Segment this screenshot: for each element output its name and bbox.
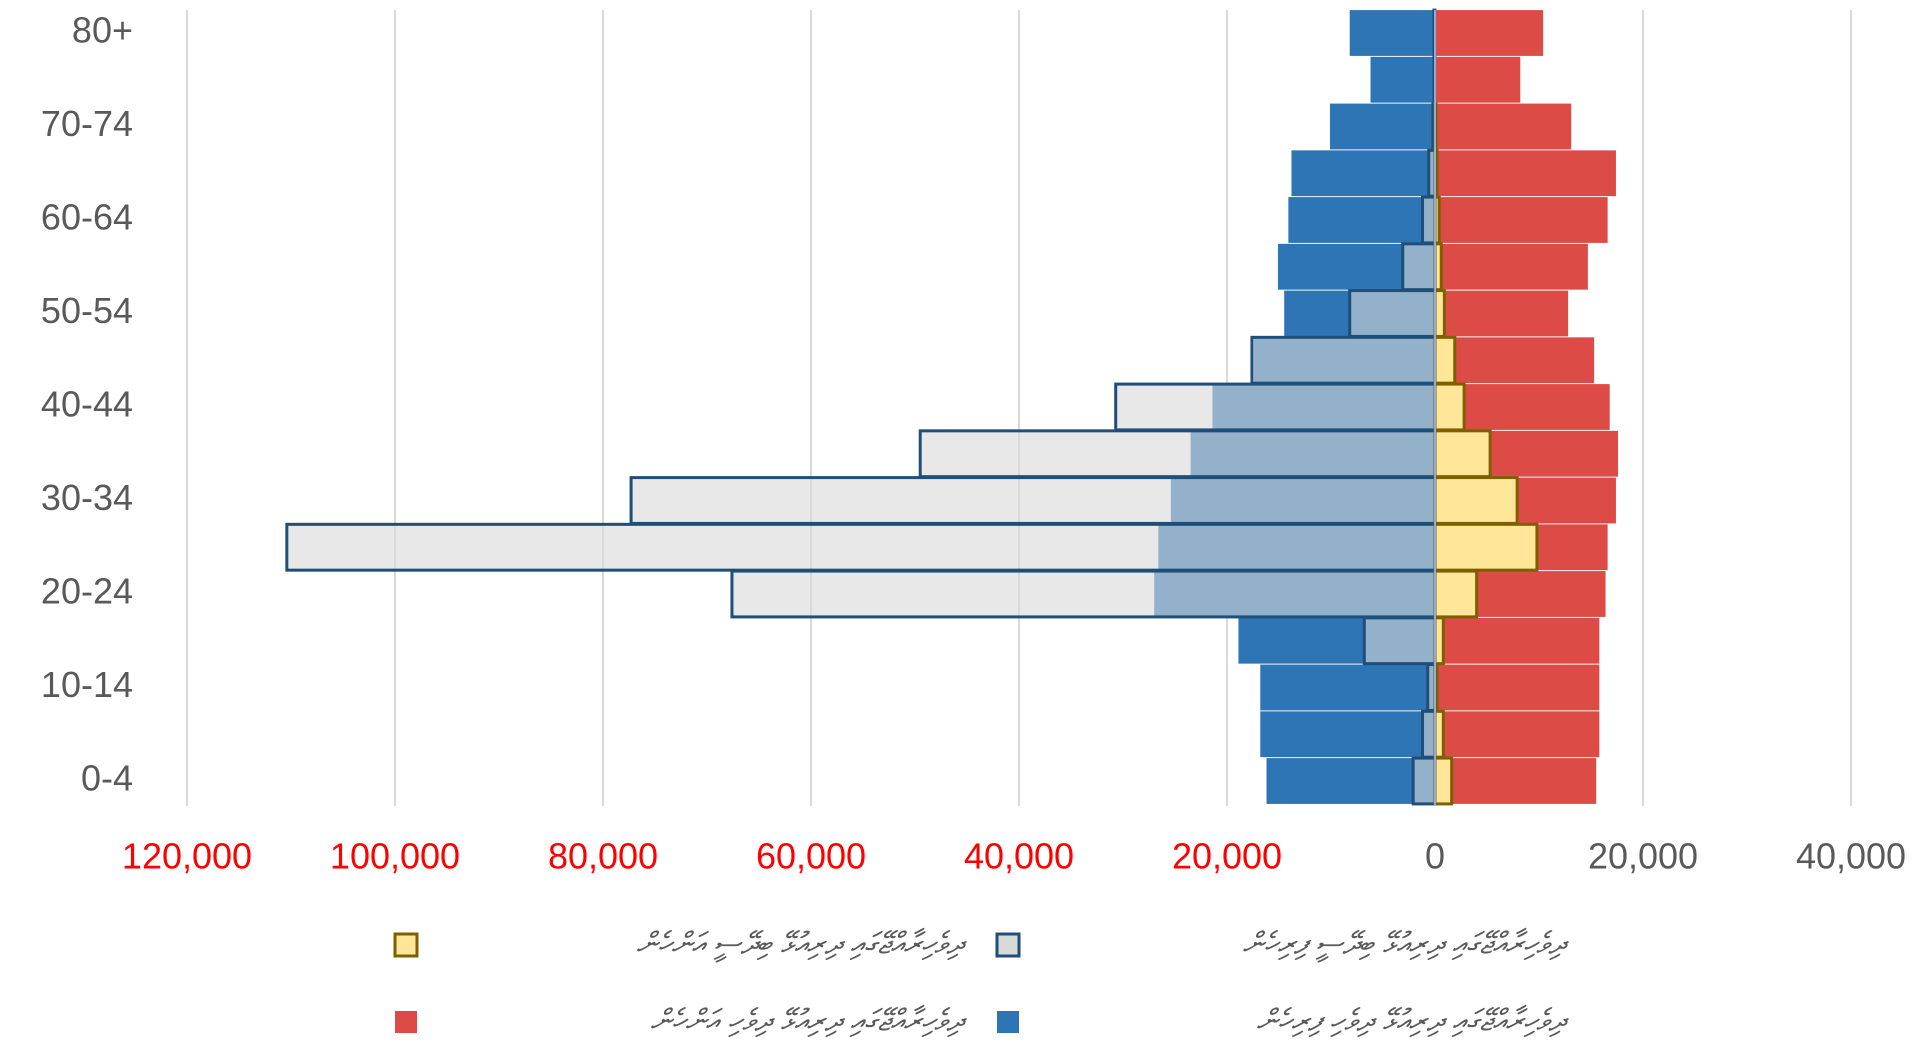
bar — [1435, 758, 1597, 804]
bar — [1291, 150, 1435, 197]
y-tick-label: 30-34 — [41, 477, 133, 518]
legend-label: ދިވެހިރާއްޖޭގައި ދިރިއުޅޭ ދިވެހި ފިރިހެނ… — [1256, 1004, 1569, 1039]
bar — [1329, 103, 1435, 150]
bar — [629, 476, 1437, 525]
bar — [1435, 150, 1616, 197]
x-tick-label: 80,000 — [548, 836, 658, 877]
bar — [1349, 10, 1435, 56]
bar — [1433, 709, 1445, 759]
bar — [1435, 711, 1600, 758]
bar — [1433, 289, 1446, 338]
bar — [730, 569, 1437, 619]
bar — [1433, 569, 1479, 619]
bar — [1266, 758, 1435, 804]
bar — [1435, 197, 1608, 243]
bar — [1114, 382, 1437, 432]
x-tick-label: 100,000 — [330, 836, 460, 877]
bar — [1250, 335, 1437, 385]
bar — [1435, 337, 1595, 384]
bar — [1435, 664, 1600, 711]
legend-swatch — [395, 1011, 417, 1033]
bar — [1362, 616, 1437, 666]
bar — [918, 429, 1437, 479]
x-tick-label: 120,000 — [122, 836, 252, 877]
x-tick-label: 60,000 — [756, 836, 866, 877]
y-tick-label: 80+ — [72, 10, 133, 51]
bar — [1433, 382, 1466, 432]
legend-swatch — [393, 932, 419, 958]
y-tick-label: 60-64 — [41, 197, 133, 238]
x-tick-label: 20,000 — [1588, 836, 1698, 877]
bar — [1370, 56, 1435, 103]
bar — [1433, 335, 1457, 385]
y-tick-label: 70-74 — [41, 103, 133, 144]
y-tick-label: 40-44 — [41, 384, 133, 425]
bar — [1421, 195, 1437, 245]
bar — [1433, 522, 1539, 572]
legend-swatch — [997, 1011, 1019, 1033]
legend-label: ދިވެހިރާއްޖޭގައި ދިރިއުޅޭ ދިވެހި އަންހެނ… — [650, 1004, 967, 1039]
bar — [1435, 243, 1588, 290]
legend-swatch — [995, 932, 1021, 958]
bar — [1435, 56, 1521, 103]
x-tick-label: 40,000 — [1796, 836, 1906, 877]
y-tick-label: 10-14 — [41, 664, 133, 705]
bar — [1260, 664, 1435, 711]
bar — [1288, 197, 1435, 243]
bar — [1435, 103, 1572, 150]
bar — [1260, 711, 1435, 758]
x-tick-label: 20,000 — [1172, 836, 1282, 877]
y-tick-label: 20-24 — [41, 571, 133, 612]
bar — [1435, 290, 1569, 337]
bar — [1435, 10, 1544, 56]
legend-label: ދިވެހިރާއްޖޭގައި ދިރިއުޅޭ ބިދޭސީ އަންހެނ… — [636, 927, 967, 963]
legend-label: ދިވެހިރާއްޖޭގައި ދިރިއުޅޭ ބިދޭސީ ފިރިހެނ… — [1242, 927, 1569, 963]
bar — [1433, 616, 1445, 666]
bar — [1435, 617, 1600, 664]
y-tick-label: 50-54 — [41, 290, 133, 331]
bar — [1401, 242, 1437, 292]
y-tick-label: 0-4 — [81, 758, 133, 799]
bar — [1411, 756, 1437, 806]
bar — [285, 522, 1437, 572]
bar — [1433, 756, 1454, 806]
x-tick-label: 40,000 — [964, 836, 1074, 877]
bar — [1348, 289, 1437, 338]
bar — [1421, 709, 1437, 759]
bar — [1433, 476, 1519, 525]
bar — [1433, 429, 1492, 479]
x-tick-label: 0 — [1425, 836, 1445, 877]
